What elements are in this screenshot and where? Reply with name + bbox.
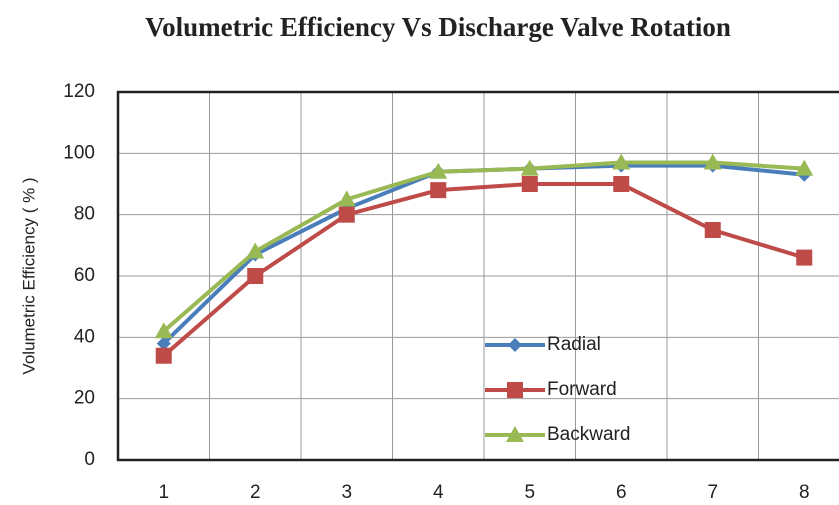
marker xyxy=(247,268,264,284)
marker xyxy=(430,182,447,199)
marker xyxy=(155,347,172,364)
x-tick-label: 4 xyxy=(433,482,444,503)
marker xyxy=(703,153,722,170)
marker xyxy=(796,249,813,266)
marker xyxy=(156,336,171,351)
y-tick-label: 40 xyxy=(74,326,95,347)
marker xyxy=(429,162,448,179)
marker xyxy=(795,159,814,176)
x-tick-label: 2 xyxy=(250,482,261,503)
x-tick-label: 5 xyxy=(524,482,535,503)
marker xyxy=(613,176,630,192)
marker xyxy=(508,338,522,352)
marker xyxy=(506,426,524,442)
y-tick-label: 20 xyxy=(74,388,95,409)
y-tick-label: 100 xyxy=(63,142,95,163)
y-tick-label: 0 xyxy=(84,449,95,470)
y-tick-label: 120 xyxy=(63,81,95,102)
y-axis-label: Volumetric Efficiency ( % ) xyxy=(19,177,38,374)
series-line xyxy=(162,182,805,358)
legend-label: Backward xyxy=(547,424,630,445)
x-tick-label: 7 xyxy=(707,482,718,503)
x-tick-label: 3 xyxy=(341,482,352,503)
marker xyxy=(338,206,355,223)
chart-title: Volumetric Efficiency Vs Discharge Valve… xyxy=(145,12,731,42)
marker xyxy=(704,222,721,238)
series-line xyxy=(162,160,805,333)
y-tick-label: 60 xyxy=(74,265,95,286)
marker xyxy=(507,382,523,398)
legend-label: Forward xyxy=(547,379,617,400)
marker xyxy=(154,322,173,339)
marker xyxy=(246,242,265,259)
marker xyxy=(521,176,538,192)
x-tick-label: 8 xyxy=(799,482,810,503)
plot-frame xyxy=(116,90,839,462)
y-tick-label: 80 xyxy=(74,204,95,225)
legend-label: Radial xyxy=(547,334,601,355)
marker xyxy=(612,153,631,170)
x-tick-label: 1 xyxy=(158,482,169,503)
marker xyxy=(520,159,539,176)
x-tick-label: 6 xyxy=(616,482,627,503)
marker xyxy=(337,190,356,207)
